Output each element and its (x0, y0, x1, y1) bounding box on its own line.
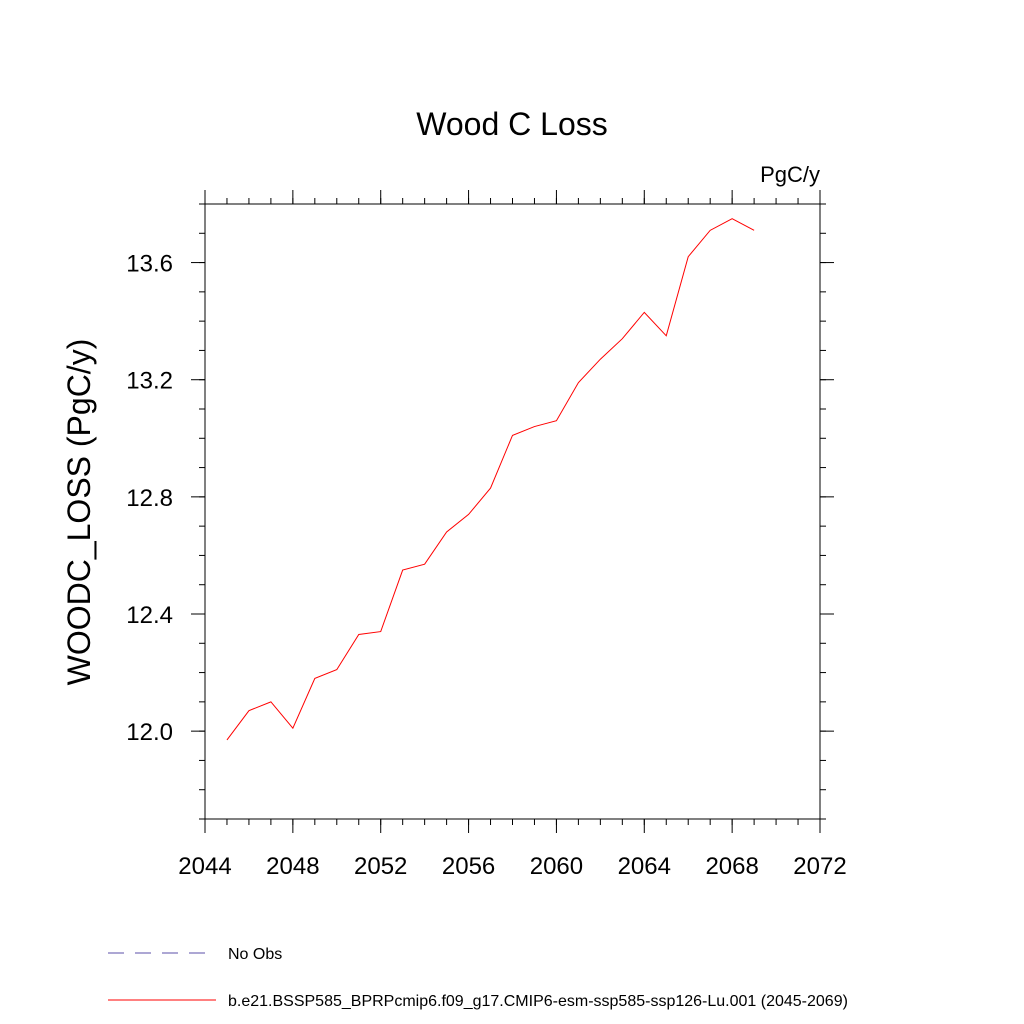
legend: No Obs b.e21.BSSP585_BPRPcmip6.f09_g17.CM… (108, 946, 848, 1010)
y-tick-label: 13.2 (126, 368, 173, 395)
data-series (226, 218, 755, 741)
units-label: PgC/y (760, 162, 820, 187)
x-tick-label: 2044 (178, 853, 231, 880)
x-tick-label: 2064 (618, 853, 671, 880)
y-tick-label: 13.6 (126, 251, 173, 278)
x-tick-label: 2048 (266, 853, 319, 880)
y-tick-label: 12.8 (126, 485, 173, 512)
y-axis-label: WOODC_LOSS (PgC/y) (61, 339, 97, 686)
axis-ticks (191, 190, 834, 833)
plot-frame (204, 203, 821, 820)
y-tick-label: 12.0 (126, 719, 173, 746)
chart-title: Wood C Loss (416, 106, 608, 142)
y-tick-label: 12.4 (126, 602, 173, 629)
x-tick-label: 2052 (354, 853, 407, 880)
legend-label: No Obs (228, 946, 282, 963)
x-tick-label: 2060 (530, 853, 583, 880)
legend-label: b.e21.BSSP585_BPRPcmip6.f09_g17.CMIP6-es… (228, 993, 848, 1010)
x-tick-label: 2072 (793, 853, 846, 880)
x-tick-label: 2068 (705, 853, 758, 880)
x-tick-label: 2056 (442, 853, 495, 880)
series-line (226, 218, 755, 741)
axis-tick-labels: 2044 2048 2052 2056 2060 2064 2068 2072 12.0 12.4… (126, 251, 846, 880)
